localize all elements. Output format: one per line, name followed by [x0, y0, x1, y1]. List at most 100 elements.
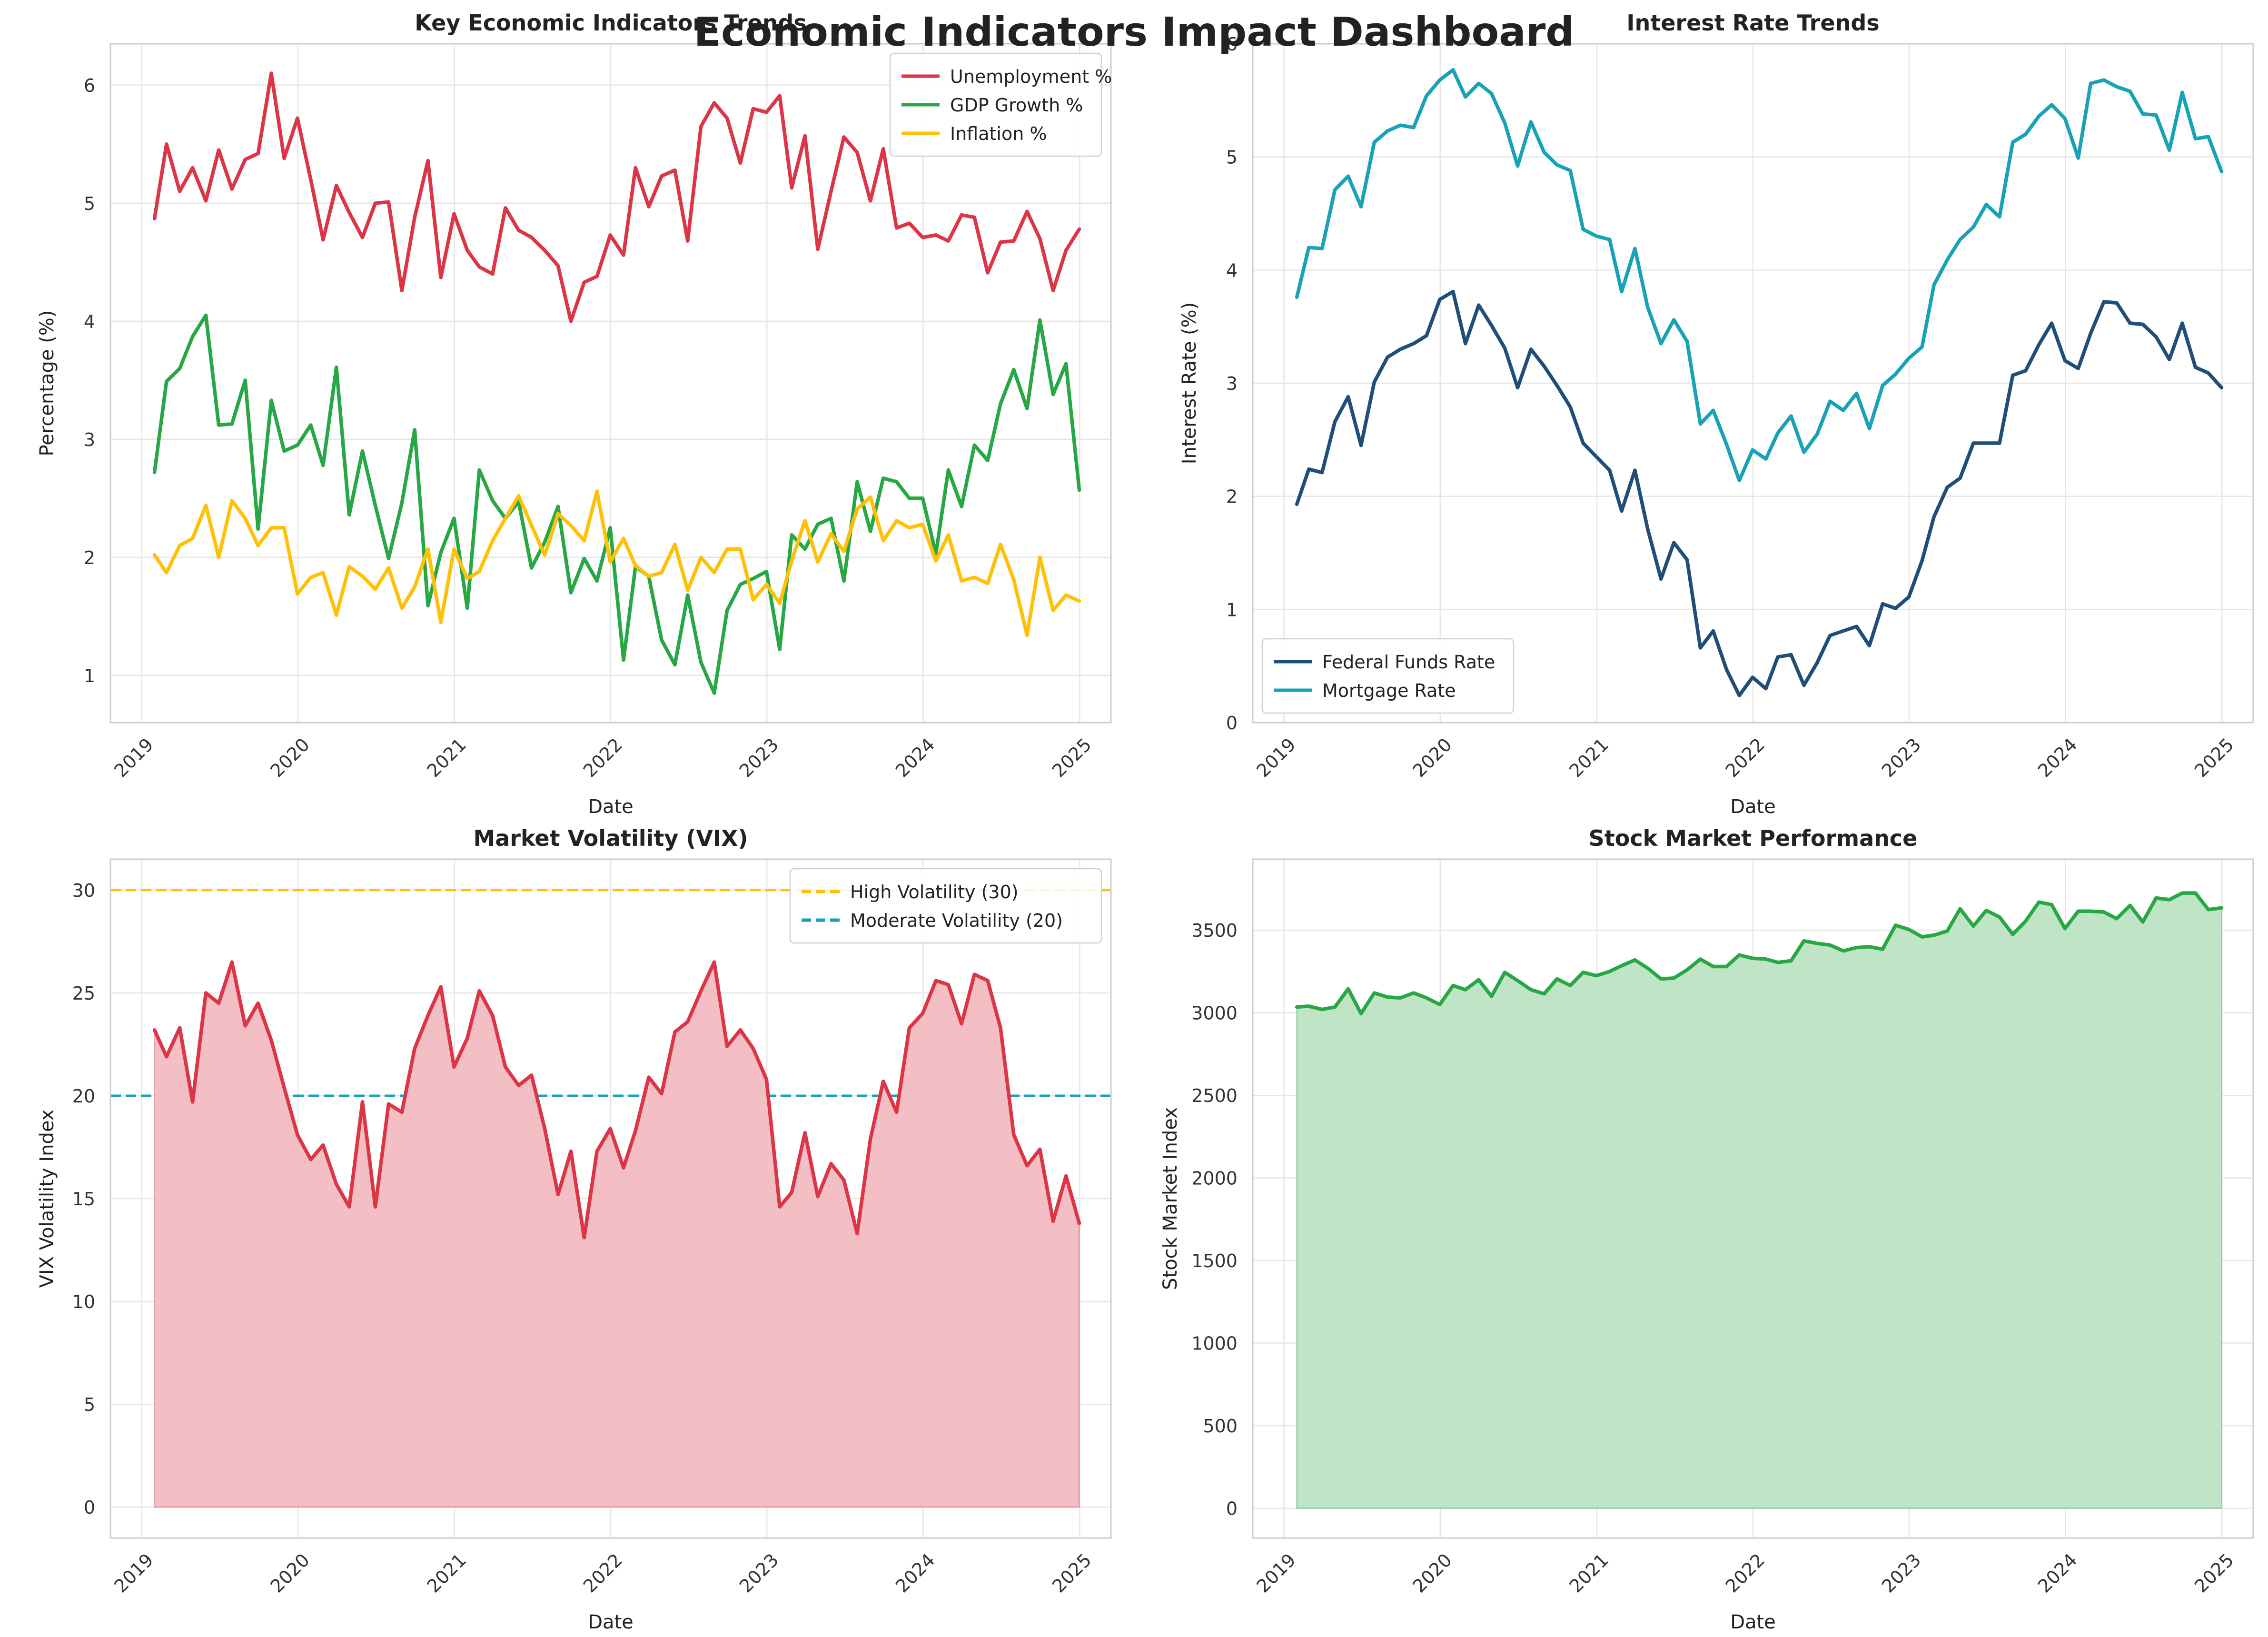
y-tick-label: 3000	[1191, 1003, 1238, 1024]
x-axis-label: Date	[588, 1611, 634, 1633]
y-tick-label: 10	[72, 1291, 95, 1312]
chart-title: Key Economic Indicators Trends	[415, 10, 806, 36]
y-tick-label: 6	[84, 75, 95, 96]
series-line-0	[152, 71, 1081, 323]
x-axis-label: Date	[588, 796, 634, 818]
x-tick-label: 2023	[735, 734, 783, 782]
y-tick-label: 3	[84, 429, 95, 450]
y-axis-label: Stock Market Index	[1159, 1107, 1181, 1290]
area-fill-0	[154, 959, 1080, 1508]
x-tick-label: 2019	[110, 734, 158, 782]
x-tick-label: 2024	[891, 734, 939, 782]
legend: Federal Funds Rate Mortgage Rate	[1261, 638, 1515, 714]
series-line-0	[1295, 289, 2224, 697]
x-tick-label: 2019	[1252, 1549, 1300, 1597]
legend-box	[1261, 638, 1515, 714]
x-tick-label: 2025	[2190, 1549, 2238, 1597]
legend-label: Moderate Volatility (20)	[850, 910, 1063, 931]
y-tick-label: 0	[84, 1497, 95, 1518]
y-tick-label: 5	[1226, 147, 1238, 168]
legend-label: Unemployment %	[950, 66, 1112, 87]
y-tick-label: 1	[1226, 599, 1238, 620]
x-tick-label: 2021	[1565, 734, 1613, 782]
y-tick-label: 25	[72, 983, 95, 1004]
legend-label: Inflation %	[950, 123, 1047, 144]
x-tick-label: 2025	[1048, 1549, 1096, 1597]
x-tick-label: 2021	[423, 734, 471, 782]
x-tick-label: 2020	[1409, 1549, 1456, 1597]
y-tick-label: 20	[72, 1086, 95, 1107]
x-tick-label: 2022	[1722, 1549, 1769, 1597]
legend-label: Mortgage Rate	[1322, 680, 1456, 701]
y-tick-label: 3500	[1191, 920, 1238, 941]
x-tick-label: 2025	[2190, 734, 2238, 782]
series-line-1	[152, 313, 1081, 695]
x-tick-label: 2023	[735, 1549, 783, 1597]
y-axis-label: VIX Volatility Index	[36, 1110, 58, 1288]
y-tick-label: 1	[84, 665, 95, 686]
series-line-0	[1295, 891, 2224, 1016]
legend-box	[789, 868, 1102, 944]
x-tick-label: 2021	[1565, 1549, 1613, 1597]
x-tick-label: 2023	[1878, 734, 1925, 782]
plot-frame	[1252, 858, 2254, 1539]
x-tick-label: 2024	[2034, 1549, 2081, 1597]
y-tick-label: 5	[84, 1394, 95, 1415]
legend-label: Federal Funds Rate	[1322, 652, 1495, 673]
plot-frame	[109, 43, 1112, 724]
y-tick-label: 4	[84, 311, 95, 332]
y-axis-label: Percentage (%)	[36, 310, 58, 456]
series-line-0	[152, 960, 1081, 1240]
legend-box	[889, 52, 1102, 157]
plot-frame	[109, 858, 1112, 1539]
x-tick-label: 2022	[579, 734, 627, 782]
x-tick-label: 2019	[110, 1549, 158, 1597]
chart-title: Interest Rate Trends	[1626, 10, 1879, 36]
legend-label: GDP Growth %	[950, 95, 1083, 116]
chart-title: Market Volatility (VIX)	[473, 825, 748, 851]
x-tick-label: 2024	[891, 1549, 939, 1597]
y-tick-label: 15	[72, 1189, 95, 1210]
x-tick-label: 2019	[1252, 734, 1300, 782]
x-tick-label: 2023	[1878, 1549, 1925, 1597]
x-tick-label: 2021	[423, 1549, 471, 1597]
chart-title: Stock Market Performance	[1589, 825, 1918, 851]
x-tick-label: 2024	[2034, 734, 2081, 782]
y-tick-label: 2	[1226, 486, 1238, 507]
y-tick-label: 30	[72, 880, 95, 901]
plot-frame	[1252, 43, 2254, 724]
chart-panel-indicators: 1 2 3 4 5 6 2019 2020 2021 2022 2023 2024 2025 Key Ec…	[36, 10, 1112, 818]
series-line-1	[1295, 68, 2224, 483]
y-tick-label: 2500	[1191, 1085, 1238, 1106]
y-tick-label: 4	[1226, 260, 1238, 281]
y-tick-label: 1500	[1191, 1250, 1238, 1271]
y-tick-label: 2	[84, 547, 95, 568]
y-tick-label: 5	[84, 193, 95, 214]
chart-panel-stock: 0 500 1000 1500 2000 2500 3000 3500 2019 2020 2021…	[1159, 825, 2254, 1633]
y-axis-label: Interest Rate (%)	[1179, 302, 1200, 465]
y-tick-label: 6	[1226, 34, 1238, 55]
x-tick-label: 2020	[1409, 734, 1456, 782]
chart-panel-rates: 0 1 2 3 4 5 6 2019 2020 2021 2022 2023 2024 2025 Inter…	[1179, 10, 2254, 818]
x-tick-label: 2022	[579, 1549, 627, 1597]
legend: High Volatility (30) Moderate Volatility …	[789, 868, 1102, 944]
x-axis-label: Date	[1730, 796, 1776, 818]
x-axis-label: Date	[1730, 1611, 1776, 1633]
legend: Unemployment % GDP Growth % Inflation %	[889, 52, 1112, 157]
legend-label: High Volatility (30)	[850, 882, 1019, 903]
y-tick-label: 500	[1203, 1416, 1238, 1437]
x-tick-label: 2022	[1722, 734, 1769, 782]
x-tick-label: 2020	[267, 1549, 314, 1597]
x-tick-label: 2025	[1048, 734, 1096, 782]
y-tick-label: 0	[1226, 713, 1238, 734]
series-line-2	[152, 489, 1081, 637]
area-fill-0	[1296, 892, 2222, 1509]
y-tick-label: 1000	[1191, 1333, 1238, 1354]
y-tick-label: 0	[1226, 1498, 1238, 1519]
y-tick-label: 3	[1226, 373, 1238, 394]
x-tick-label: 2020	[267, 734, 314, 782]
y-tick-label: 2000	[1191, 1168, 1238, 1189]
